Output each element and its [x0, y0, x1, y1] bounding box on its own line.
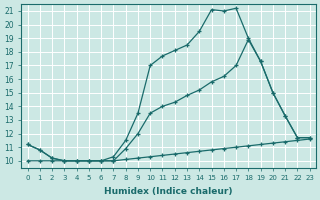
X-axis label: Humidex (Indice chaleur): Humidex (Indice chaleur): [104, 187, 233, 196]
